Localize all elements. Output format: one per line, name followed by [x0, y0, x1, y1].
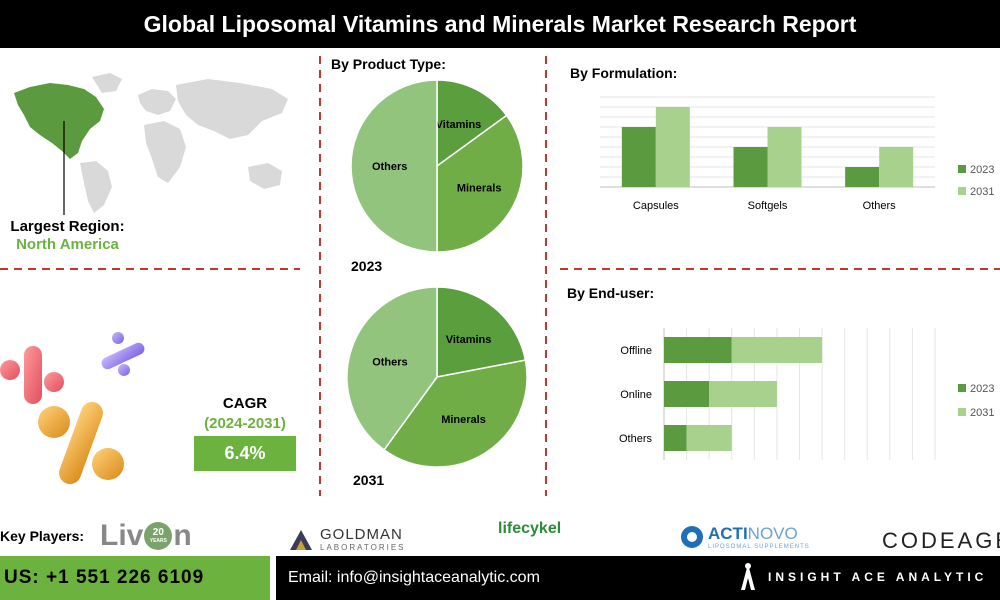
- actinovo-sub: LIPOSOMAL SUPPLEMENTS: [708, 544, 810, 550]
- largest-region-label: Largest Region:: [10, 218, 125, 235]
- formulation-bar-chart: Capsules Softgels Others 2023 2031: [600, 96, 994, 212]
- goldman-logo: GOLDMAN LABORATORIES: [288, 526, 406, 552]
- pie-slice-vitamins: [436, 286, 527, 378]
- brand-name: INSIGHT ACE ANALYTIC: [768, 570, 988, 584]
- legend-swatch-2023: [958, 384, 966, 392]
- lifecykel-name: lifecykel: [498, 520, 562, 537]
- purple-dot-bottom: [118, 364, 130, 376]
- insight-ace-logo-icon: [741, 563, 755, 590]
- pie-slice-minerals: [383, 359, 528, 468]
- pie-2023-year-label: 2023: [351, 258, 383, 274]
- australia-shape: [248, 163, 282, 189]
- email-bar: Email: info@insightaceanalytic.com: [276, 556, 1000, 600]
- bar-others-2031: [879, 147, 914, 187]
- pie-label-vitamins: Vitamins: [436, 119, 482, 131]
- livon-badge-number: 20: [152, 527, 164, 538]
- pie-slice-others: [350, 79, 438, 253]
- goldman-emblem-icon: [290, 530, 312, 550]
- end-user-title: By End-user:: [567, 285, 655, 301]
- south-america-shape: [80, 161, 112, 213]
- bar-online-2031: [709, 381, 777, 407]
- africa-shape: [144, 121, 186, 183]
- bar-softgels-2031: [767, 127, 802, 187]
- section-dividers: [0, 56, 1000, 496]
- world-map-icon: [14, 73, 288, 215]
- pie-slice-minerals: [436, 114, 524, 253]
- bar-offline-2023: [664, 337, 732, 363]
- cagr-label: CAGR: [222, 395, 268, 412]
- legend-label-2023: 2023: [970, 383, 994, 395]
- livon-badge: 20 YEARS: [144, 522, 173, 550]
- email-address: Email: info@insightaceanalytic.com: [288, 569, 540, 586]
- legend-label-2023: 2023: [970, 164, 994, 176]
- actinovo-name-a: ACTI: [708, 524, 748, 543]
- report-title: Global Liposomal Vitamins and Minerals M…: [0, 0, 1000, 48]
- product-type-pie-2031: Vitamins Minerals Others: [346, 286, 528, 468]
- pills-icon: [0, 332, 145, 485]
- actinovo-logo: ACTINOVO LIPOSOMAL SUPPLEMENTS: [680, 524, 810, 550]
- pie-label-vitamins: Vitamins: [446, 334, 492, 346]
- legend-swatch-2031: [958, 187, 966, 195]
- legend-swatch-2031: [958, 408, 966, 416]
- asia-shape: [176, 79, 288, 139]
- pink-ball-small: [0, 360, 20, 380]
- pie-2031-year-label: 2031: [353, 472, 385, 488]
- legend-swatch-2023: [958, 165, 966, 173]
- cagr-value: 6.4%: [194, 436, 296, 471]
- bar-others-2023: [845, 167, 880, 187]
- livon-logo: Liv 20 YEARS n: [100, 518, 192, 554]
- x-tick-label: Capsules: [633, 200, 679, 212]
- bar-softgels-2023: [733, 147, 768, 187]
- y-tick-label: Others: [619, 433, 653, 445]
- goldman-sub: LABORATORIES: [320, 543, 406, 552]
- gold-ball-left: [38, 406, 70, 438]
- bar-offline-2031: [731, 337, 823, 363]
- end-user-bar-chart: Offline Online Others 2023 2031: [619, 328, 994, 460]
- gold-ball-right: [92, 448, 124, 480]
- livon-logo-text-a: Liv: [100, 519, 144, 552]
- pie-label-minerals: Minerals: [441, 414, 486, 426]
- bar-capsules-2023: [621, 127, 656, 187]
- greenland-shape: [92, 73, 122, 93]
- x-tick-label: Others: [863, 200, 897, 212]
- europe-shape: [138, 89, 176, 115]
- pie-label-others: Others: [372, 161, 407, 173]
- actinovo-emblem-icon: [681, 526, 703, 548]
- lifecykel-logo: lifecykel: [498, 520, 561, 538]
- y-tick-label: Offline: [620, 345, 652, 357]
- gold-capsule: [59, 401, 103, 485]
- livon-badge-caption: YEARS: [149, 538, 167, 544]
- north-america-region: [14, 83, 104, 159]
- y-tick-label: Online: [620, 389, 652, 401]
- legend-label-2031: 2031: [970, 407, 994, 419]
- product-type-pie-2023: Vitamins Minerals Others: [350, 79, 524, 253]
- pie-label-minerals: Minerals: [457, 182, 502, 194]
- bar-online-2023: [664, 381, 710, 407]
- cagr-period: (2024-2031): [204, 415, 286, 432]
- formulation-title: By Formulation:: [570, 65, 678, 81]
- pie-slice-others: [346, 286, 438, 451]
- largest-region-value: North America: [16, 236, 119, 253]
- pink-ball: [44, 372, 64, 392]
- livon-logo-text-b: n: [173, 519, 192, 552]
- purple-dot-top: [112, 332, 124, 344]
- phone-number: US: +1 551 226 6109: [0, 556, 270, 600]
- legend-label-2031: 2031: [970, 186, 994, 198]
- codeage-logo: CODEAGE: [882, 528, 1000, 553]
- x-tick-label: Softgels: [748, 200, 788, 212]
- goldman-name: GOLDMAN: [320, 526, 403, 543]
- pie-label-others: Others: [372, 357, 407, 369]
- pie-slice-vitamins: [436, 79, 508, 168]
- bar-others-2023: [664, 425, 687, 451]
- bar-others-2031: [686, 425, 732, 451]
- actinovo-name-b: NOVO: [747, 524, 798, 543]
- purple-capsule: [101, 342, 145, 370]
- key-players-label: Key Players:: [0, 528, 85, 544]
- product-type-title: By Product Type:: [331, 56, 446, 72]
- pink-capsule: [24, 346, 42, 404]
- bar-capsules-2031: [655, 107, 690, 187]
